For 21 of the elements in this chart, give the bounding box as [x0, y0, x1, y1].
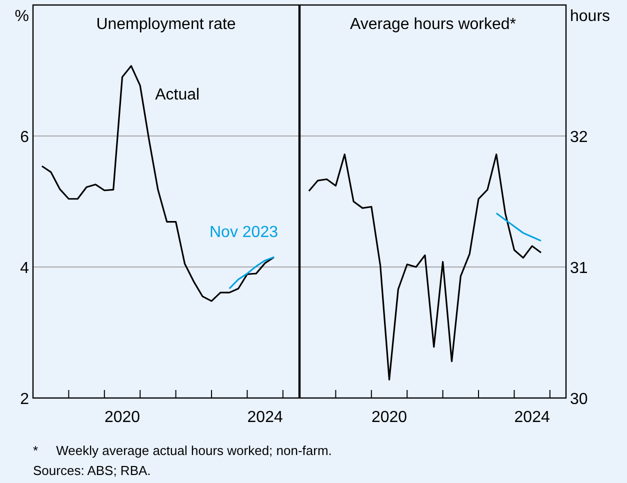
y-tick-label: 4 — [20, 260, 30, 277]
line-series — [228, 256, 275, 290]
series-label: Actual — [155, 86, 200, 104]
x-tick-label: 2020 — [371, 409, 408, 426]
series-label: Nov 2023 — [210, 224, 278, 242]
x-tick-label: 2024 — [514, 409, 550, 426]
y-tick-label: 6 — [20, 129, 30, 146]
x-tick-label: 2024 — [247, 409, 283, 426]
text: Unemployment rate — [96, 16, 236, 33]
text: Average hours worked* — [350, 16, 516, 33]
y-tick-label: 30 — [570, 391, 588, 408]
text: * Weekly average actual hours worked; non-farm. — [33, 443, 332, 458]
y-tick-label: 32 — [570, 129, 588, 146]
y-tick-label: 31 — [570, 260, 588, 277]
line-series — [496, 212, 542, 242]
source-note: Sources: ABS; RBA. — [33, 463, 151, 478]
y-axis-title: hours — [570, 8, 610, 25]
y-axis-title: % — [14, 8, 29, 25]
y-tick-label: 2 — [20, 391, 30, 408]
line-series — [308, 154, 542, 380]
x-tick-label: 2020 — [104, 409, 140, 426]
